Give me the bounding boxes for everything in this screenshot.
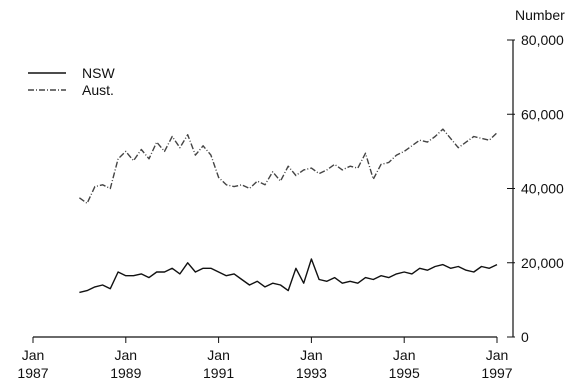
legend-label-aust: Aust. bbox=[82, 82, 114, 98]
y-tick-label: 0 bbox=[521, 329, 529, 345]
series-layer bbox=[78, 128, 498, 294]
y-tick-label: 40,000 bbox=[521, 181, 564, 197]
series-line-aust bbox=[78, 128, 498, 205]
x-tick-label-year: 1995 bbox=[389, 365, 420, 381]
y-tick-label: 60,000 bbox=[521, 106, 564, 122]
x-tick-label-month: Jan bbox=[486, 347, 509, 363]
x-tick-label-year: 1989 bbox=[110, 365, 141, 381]
x-tick-label-year: 1987 bbox=[17, 365, 48, 381]
axes-layer: Jan 1987 Jan 1989 Jan 1991 Jan 1993 Jan 1995 Jan 19… bbox=[17, 7, 565, 381]
x-tick-label-month: Jan bbox=[22, 347, 45, 363]
y-axis-title: Number bbox=[515, 7, 565, 23]
y-tick-label: 80,000 bbox=[521, 32, 564, 48]
series-line-nsw bbox=[79, 258, 498, 294]
x-tick-label-month: Jan bbox=[393, 347, 416, 363]
x-tick-label-month: Jan bbox=[207, 347, 230, 363]
x-tick-label-month: Jan bbox=[300, 347, 323, 363]
x-tick-label-year: 1991 bbox=[203, 365, 234, 381]
y-tick-label: 20,000 bbox=[521, 255, 564, 271]
x-tick-label-year: 1993 bbox=[296, 365, 327, 381]
x-tick-label-year: 1997 bbox=[481, 365, 512, 381]
legend-label-nsw: NSW bbox=[82, 65, 115, 81]
x-tick-label-month: Jan bbox=[115, 347, 138, 363]
